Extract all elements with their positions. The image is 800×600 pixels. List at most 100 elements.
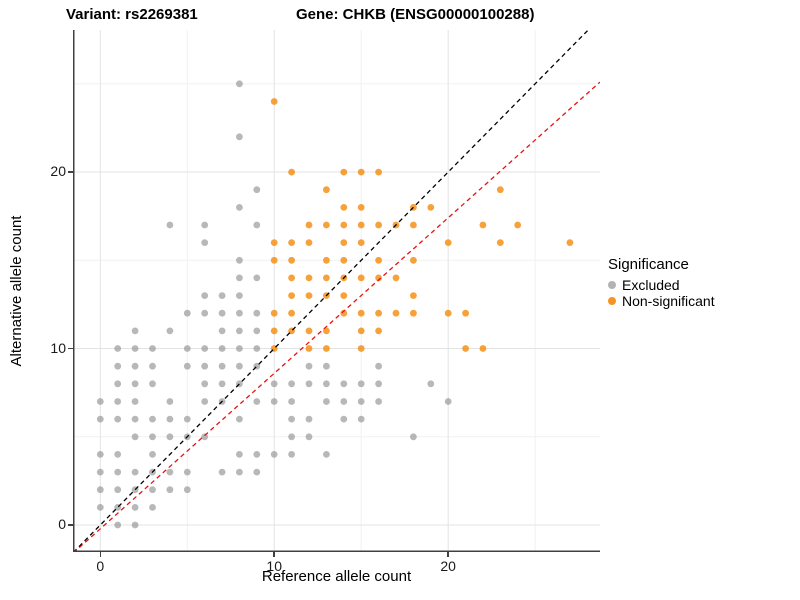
- data-point-excluded: [149, 345, 156, 352]
- data-point-excluded: [131, 327, 139, 335]
- plot-title-gene: Gene: CHKB (ENSG00000100288): [296, 6, 535, 23]
- plot-panel: [73, 30, 600, 552]
- data-point-excluded: [183, 362, 191, 370]
- legend-item-label: Non-significant: [622, 293, 715, 309]
- y-tick-mark: [68, 171, 73, 173]
- data-point-excluded: [357, 380, 365, 388]
- data-point-non-significant: [357, 168, 365, 176]
- data-point-excluded: [218, 345, 226, 352]
- data-point-non-significant: [288, 309, 295, 317]
- data-point-excluded: [96, 415, 104, 423]
- data-point-non-significant: [340, 168, 348, 176]
- data-point-non-significant: [392, 274, 400, 282]
- data-point-non-significant: [444, 309, 452, 317]
- data-point-excluded: [218, 292, 226, 299]
- data-point-non-significant: [340, 292, 348, 299]
- data-point-excluded: [236, 415, 243, 423]
- data-point-excluded: [96, 398, 104, 405]
- data-point-excluded: [236, 309, 243, 317]
- data-point-excluded: [288, 451, 295, 458]
- data-point-excluded: [96, 468, 104, 476]
- data-point-excluded: [131, 345, 139, 352]
- x-tick-label: 10: [266, 558, 282, 574]
- data-point-excluded: [236, 292, 243, 299]
- legend-item-label: Excluded: [622, 277, 680, 293]
- data-point-non-significant: [340, 239, 348, 247]
- data-point-excluded: [149, 380, 156, 388]
- data-point-non-significant: [427, 204, 435, 211]
- data-point-excluded: [253, 186, 261, 194]
- data-point-excluded: [236, 274, 243, 282]
- data-point-excluded: [305, 415, 313, 423]
- non-significant-dot-icon: [608, 297, 616, 305]
- data-point-excluded: [270, 451, 278, 458]
- data-point-non-significant: [444, 239, 452, 247]
- data-point-excluded: [183, 486, 191, 494]
- data-point-excluded: [114, 345, 122, 352]
- data-point-excluded: [305, 362, 313, 370]
- x-tick-label: 0: [96, 558, 105, 574]
- data-point-excluded: [357, 398, 365, 405]
- data-point-excluded: [149, 451, 156, 458]
- fit-line: [73, 81, 600, 552]
- data-point-excluded: [131, 504, 139, 511]
- data-point-non-significant: [462, 345, 469, 352]
- data-point-excluded: [149, 362, 156, 370]
- data-point-non-significant: [323, 186, 330, 194]
- data-point-non-significant: [357, 221, 365, 229]
- data-point-excluded: [218, 380, 226, 388]
- data-point-non-significant: [392, 309, 400, 317]
- data-point-excluded: [114, 451, 122, 458]
- data-point-non-significant: [357, 327, 365, 335]
- data-point-excluded: [114, 398, 122, 405]
- data-point-non-significant: [270, 239, 278, 247]
- data-point-excluded: [253, 451, 261, 458]
- data-point-excluded: [288, 415, 295, 423]
- data-point-non-significant: [410, 256, 417, 264]
- data-point-excluded: [236, 345, 243, 352]
- data-point-excluded: [340, 380, 348, 388]
- data-point-non-significant: [305, 274, 313, 282]
- data-point-non-significant: [496, 239, 504, 247]
- data-point-excluded: [96, 451, 104, 458]
- data-point-excluded: [114, 415, 122, 423]
- data-point-excluded: [183, 309, 191, 317]
- data-point-excluded: [131, 362, 139, 370]
- data-point-non-significant: [323, 345, 330, 352]
- data-point-non-significant: [357, 239, 365, 247]
- data-point-excluded: [253, 327, 261, 335]
- data-point-non-significant: [357, 204, 365, 211]
- data-point-excluded: [236, 327, 243, 335]
- data-point-non-significant: [270, 256, 278, 264]
- data-point-excluded: [201, 398, 209, 405]
- data-point-excluded: [149, 433, 156, 441]
- data-point-non-significant: [323, 256, 330, 264]
- data-point-excluded: [218, 468, 226, 476]
- data-point-excluded: [201, 345, 209, 352]
- data-point-excluded: [201, 221, 209, 229]
- data-point-non-significant: [340, 221, 348, 229]
- data-point-excluded: [96, 504, 104, 511]
- data-point-excluded: [131, 398, 139, 405]
- data-point-non-significant: [305, 327, 313, 335]
- data-point-excluded: [114, 486, 122, 494]
- data-point-non-significant: [305, 221, 313, 229]
- data-point-excluded: [288, 398, 295, 405]
- data-point-excluded: [149, 486, 156, 494]
- data-point-non-significant: [323, 221, 330, 229]
- data-point-excluded: [253, 398, 261, 405]
- data-point-excluded: [149, 504, 156, 511]
- data-point-excluded: [236, 256, 243, 264]
- data-point-non-significant: [410, 292, 417, 299]
- data-point-excluded: [288, 380, 295, 388]
- data-point-excluded: [114, 380, 122, 388]
- data-point-non-significant: [305, 292, 313, 299]
- data-point-non-significant: [270, 309, 278, 317]
- data-point-non-significant: [288, 274, 295, 282]
- legend-item-non-significant: Non-significant: [608, 293, 715, 309]
- data-point-excluded: [375, 398, 382, 405]
- data-point-excluded: [270, 380, 278, 388]
- data-point-non-significant: [375, 309, 382, 317]
- data-point-non-significant: [323, 274, 330, 282]
